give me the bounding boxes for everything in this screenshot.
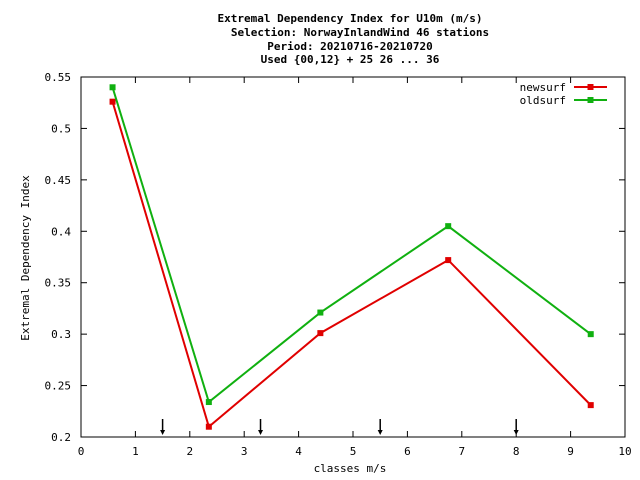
y-tick-label: 0.35	[45, 277, 72, 290]
plot-frame	[80, 76, 626, 438]
x-tick-label: 0	[78, 445, 85, 458]
class-limit-arrowhead	[377, 430, 383, 435]
series-layer	[109, 84, 594, 430]
y-tick-label: 0.3	[51, 328, 71, 341]
class-limit-arrowhead	[513, 430, 519, 435]
data-point	[317, 309, 324, 316]
data-point	[205, 423, 212, 430]
data-point	[587, 331, 594, 338]
data-point	[205, 399, 212, 406]
series-oldsurf	[109, 84, 594, 406]
y-tick-label: 0.4	[51, 225, 71, 238]
data-point	[445, 223, 452, 230]
y-tick-label: 0.2	[51, 431, 71, 444]
legend-marker	[587, 84, 594, 90]
y-tick-label: 0.5	[51, 122, 71, 135]
x-tick-label: 10	[618, 445, 631, 458]
x-tick-label: 2	[186, 445, 193, 458]
data-point	[109, 84, 116, 91]
x-tick-label: 4	[295, 445, 302, 458]
title-line-3: Period: 20210716-20210720	[267, 40, 433, 53]
x-tick-label: 6	[404, 445, 411, 458]
x-tick-label: 9	[567, 445, 574, 458]
class-limit-arrowhead	[160, 430, 166, 435]
data-point	[587, 402, 594, 409]
y-axis-label: Extremal Dependency Index	[19, 175, 32, 341]
series-newsurf	[109, 98, 594, 430]
series-line	[111, 86, 592, 404]
data-point	[445, 257, 452, 264]
x-tick-label: 3	[241, 445, 248, 458]
x-axis-label: classes m/s	[314, 462, 387, 475]
x-tick-label: 5	[350, 445, 357, 458]
legend-marker	[587, 97, 594, 103]
y-axis: 0.2 0.25 0.3 0.35 0.4 0.45 0.5 0.55	[45, 71, 625, 444]
data-point	[109, 98, 116, 105]
y-tick-label: 0.45	[45, 174, 72, 187]
series-line	[111, 101, 592, 429]
x-tick-label: 8	[513, 445, 520, 458]
x-tick-label: 1	[132, 445, 139, 458]
title-line-4: Used {00,12} + 25 26 ... 36	[261, 53, 440, 66]
x-axis: 0 1 2 3 4 5 6 7 8 9 10	[78, 77, 632, 458]
data-point	[317, 330, 324, 337]
x-tick-label: 7	[458, 445, 465, 458]
y-tick-label: 0.55	[45, 71, 72, 84]
title-line-1: Extremal Dependency Index for U10m (m/s)	[218, 12, 483, 25]
y-tick-label: 0.25	[45, 380, 72, 393]
legend-label: oldsurf	[520, 94, 566, 107]
title-line-2: Selection: NorwayInlandWind 46 stations	[231, 26, 489, 39]
class-limit-arrows	[160, 419, 519, 435]
chart-title: Extremal Dependency Index for U10m (m/s)…	[218, 12, 490, 66]
class-limit-arrowhead	[258, 430, 264, 435]
legend-label: newsurf	[520, 81, 566, 94]
